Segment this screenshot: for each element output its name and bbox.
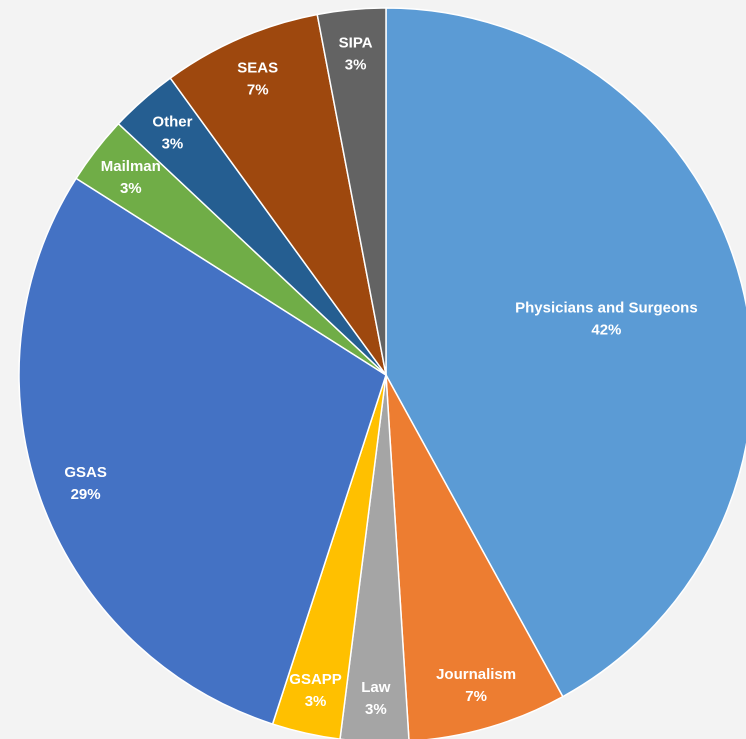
pie-slice xyxy=(169,13,387,376)
slice-value-label: 3% xyxy=(305,693,327,710)
slice-label: Other xyxy=(152,114,192,131)
pie-slice xyxy=(385,7,746,698)
pie-slice xyxy=(385,374,564,739)
slice-label: Physicians and Surgeons xyxy=(515,299,698,316)
slice-value-label: 3% xyxy=(162,136,184,153)
pie-slice xyxy=(316,7,387,376)
slice-value-label: 7% xyxy=(465,688,487,705)
pie-slice xyxy=(339,374,410,739)
slice-label: GSAPP xyxy=(289,671,342,688)
pie-slice xyxy=(18,177,387,725)
slice-label: Law xyxy=(361,679,391,696)
slice-label: Journalism xyxy=(436,666,516,683)
slice-value-label: 42% xyxy=(591,321,621,338)
slice-value-label: 3% xyxy=(365,701,387,718)
slice-label: SIPA xyxy=(339,34,373,51)
slice-value-label: 3% xyxy=(120,180,142,197)
slice-value-label: 3% xyxy=(345,56,367,73)
slice-label: SEAS xyxy=(237,60,278,77)
slice-value-label: 29% xyxy=(71,486,101,503)
slice-value-label: 7% xyxy=(247,82,269,99)
slice-label: Mailman xyxy=(101,158,161,175)
slice-label: GSAS xyxy=(64,464,107,481)
